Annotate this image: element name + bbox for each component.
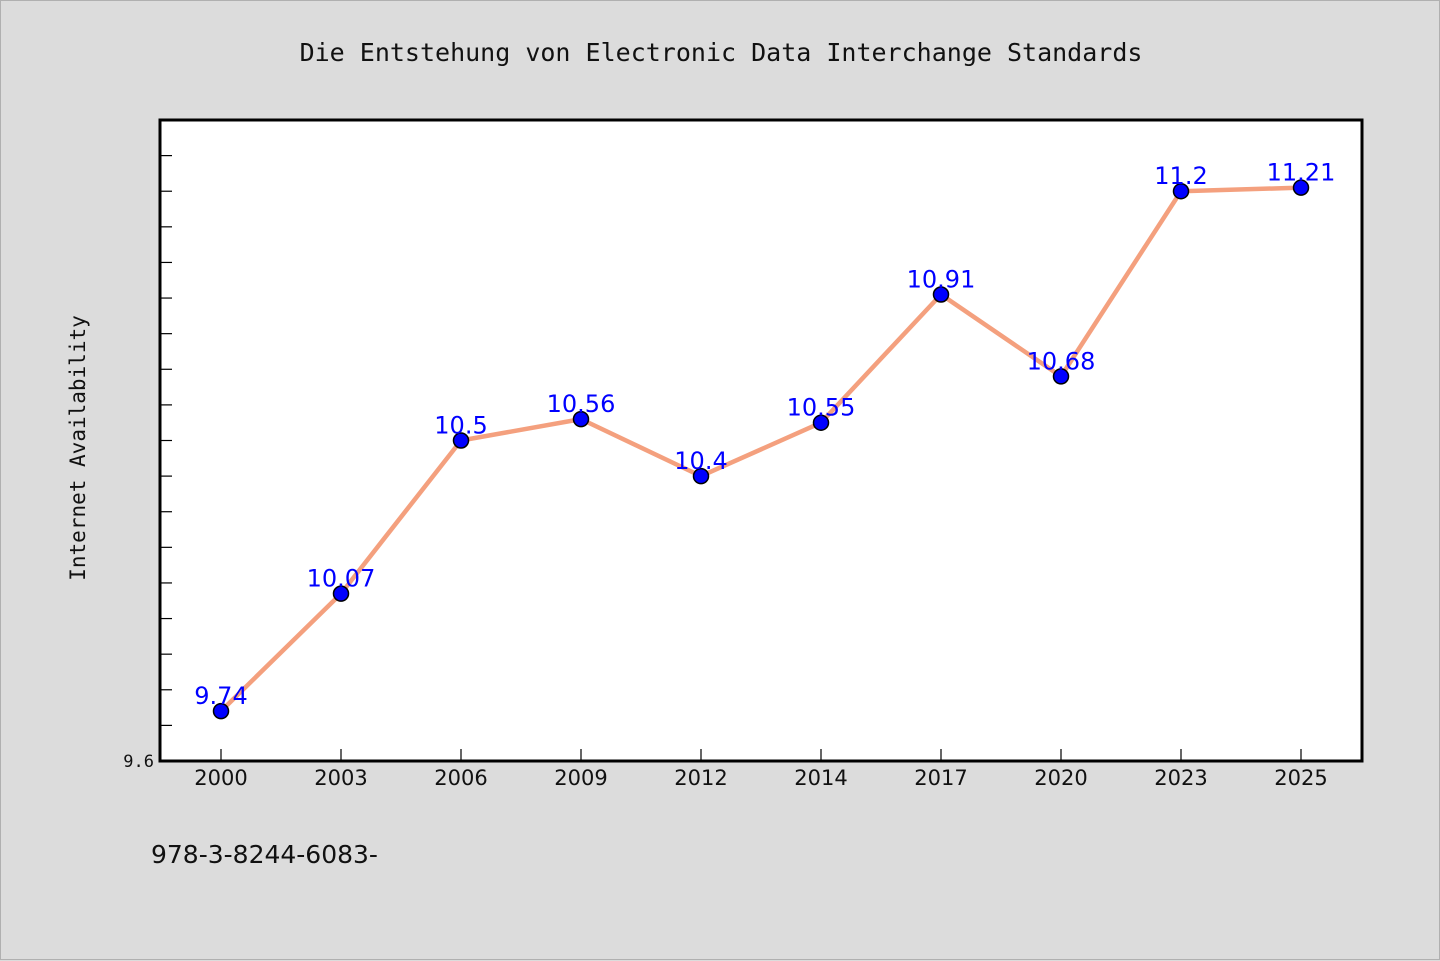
- data-label: 10.56: [547, 390, 616, 418]
- data-label: 10.68: [1027, 347, 1096, 375]
- data-point: [692, 467, 710, 485]
- y-axis-label: Internet Availability: [66, 315, 90, 581]
- x-tick-label: 2003: [314, 766, 367, 790]
- x-tick-label: 2025: [1274, 766, 1327, 790]
- data-point: [1172, 182, 1190, 200]
- data-point: [932, 286, 950, 303]
- x-tick-label: 2012: [674, 766, 727, 790]
- data-label: 9.74: [194, 682, 247, 710]
- x-tick-label: 2017: [914, 766, 967, 790]
- y-axis-ticks: 9.6: [123, 119, 172, 772]
- data-label: 10.4: [674, 447, 727, 475]
- footer-code: 978-3-8244-6083-: [151, 840, 378, 869]
- data-point: [1052, 368, 1070, 385]
- x-tick-label: 2023: [1154, 766, 1207, 790]
- x-tick-label: 2006: [434, 766, 487, 790]
- x-tick-label: 2020: [1034, 766, 1087, 790]
- data-label-layer: 9.74 10.07 10.5 10.56 10.4 10.55 10.91 10.68 11.…: [194, 159, 1335, 710]
- series-layer: [212, 179, 1310, 720]
- data-point: [332, 585, 350, 602]
- x-tick-label: 2014: [794, 766, 847, 790]
- data-label: 10.5: [434, 412, 487, 440]
- y-tick-label: 9.6: [123, 752, 154, 772]
- data-label: 10.55: [787, 394, 856, 422]
- data-label: 11.2: [1154, 162, 1207, 190]
- x-tick-label: 2000: [194, 766, 247, 790]
- data-label: 10.91: [907, 265, 976, 293]
- plot-area: [158, 118, 1364, 763]
- data-point: [1292, 179, 1310, 196]
- data-label: 11.21: [1267, 159, 1336, 187]
- x-tick-label: 2009: [554, 766, 607, 790]
- x-axis-ticks: 2000 2003 2006 2009 2012 2014 2017 2020 2023 2025: [194, 749, 1328, 790]
- data-point: [572, 410, 590, 428]
- series-line: [218, 185, 1304, 714]
- data-point: [212, 702, 230, 720]
- data-point: [812, 414, 830, 431]
- chart-title: Die Entstehung von Electronic Data Inter…: [300, 38, 1143, 67]
- data-label: 10.07: [307, 565, 376, 593]
- data-point: [452, 432, 470, 449]
